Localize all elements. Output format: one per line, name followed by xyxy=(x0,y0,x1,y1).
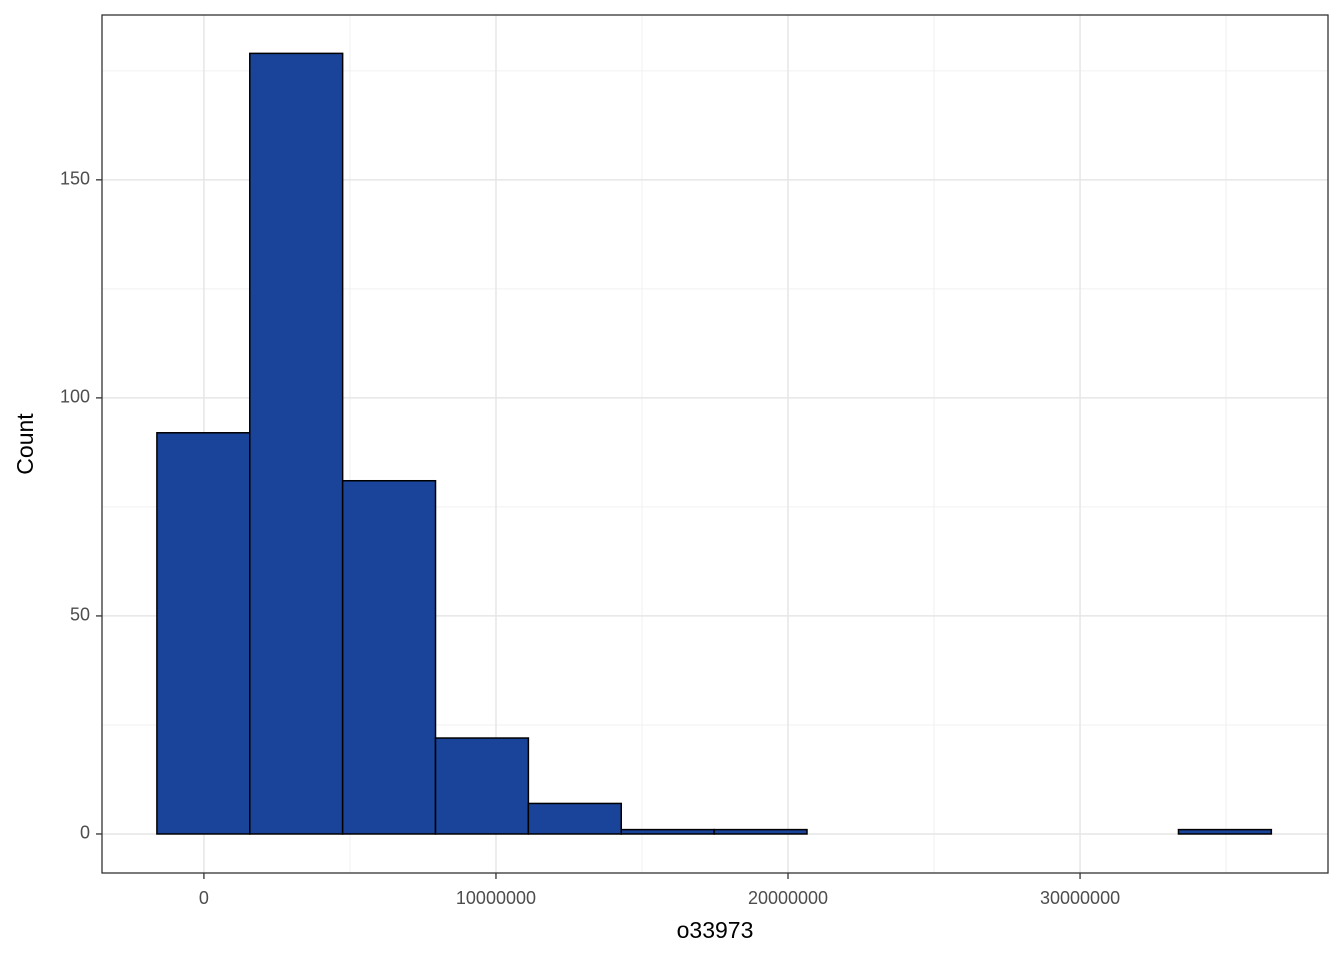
x-axis-title: o33973 xyxy=(677,917,754,943)
x-tick-label: 30000000 xyxy=(1040,888,1120,908)
y-tick-label: 50 xyxy=(70,605,90,625)
x-tick-label: 10000000 xyxy=(456,888,536,908)
bar xyxy=(620,828,715,835)
bar xyxy=(713,828,808,835)
y-axis-title: Count xyxy=(12,413,38,475)
bar xyxy=(341,479,437,835)
y-tick-label: 100 xyxy=(60,387,90,407)
x-tick-label: 0 xyxy=(199,888,209,908)
y-tick-label: 150 xyxy=(60,169,90,189)
bar xyxy=(249,52,344,835)
y-tick-label: 0 xyxy=(80,823,90,843)
bar xyxy=(1177,828,1273,835)
panel-border xyxy=(101,14,1329,874)
bars xyxy=(156,52,1273,835)
x-tick-label: 20000000 xyxy=(748,888,828,908)
bar xyxy=(527,802,623,835)
bar xyxy=(434,737,530,835)
bar xyxy=(156,432,251,835)
